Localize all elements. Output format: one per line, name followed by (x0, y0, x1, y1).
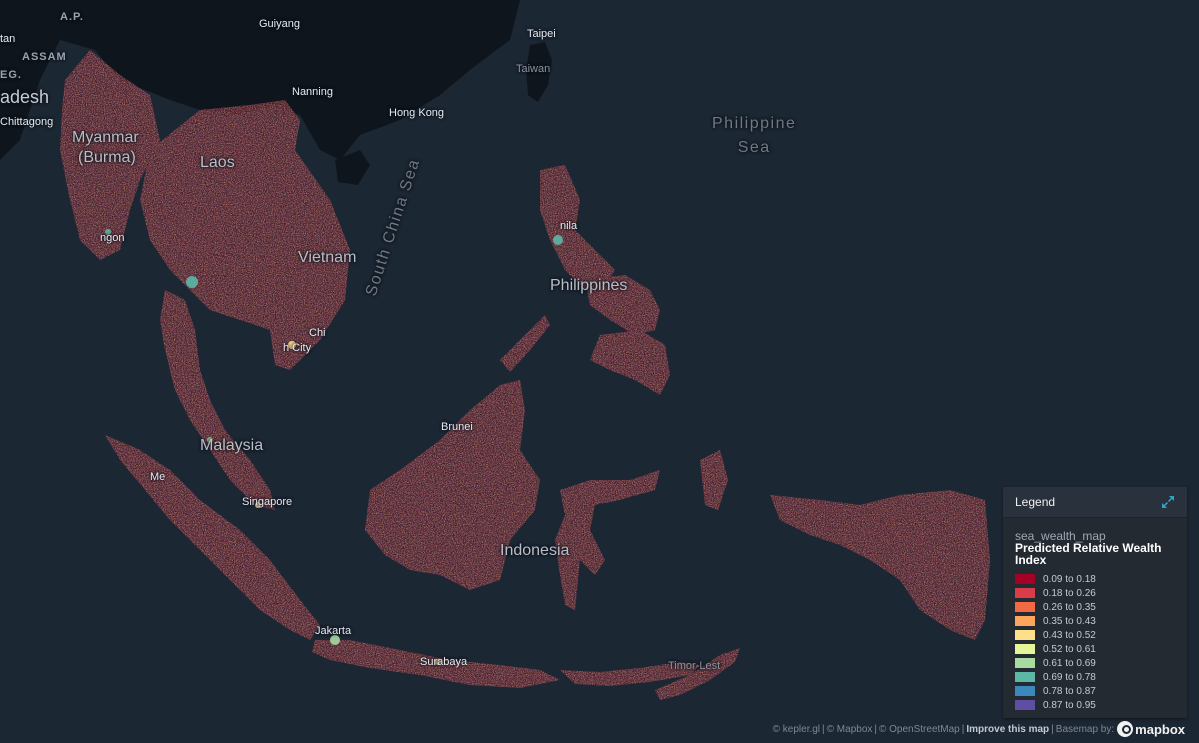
legend-item-label: 0.61 to 0.69 (1043, 657, 1096, 669)
legend-panel: Legend sea_wealth_map Predicted Relative… (1003, 487, 1187, 718)
legend-items: 0.09 to 0.18 0.18 to 0.26 0.26 to 0.35 0.35… (1015, 572, 1175, 712)
legend-swatch (1015, 574, 1035, 584)
legend-swatch (1015, 602, 1035, 612)
label-guiyang: Guiyang (259, 18, 300, 30)
label-philippine-sea: Philippine Sea (712, 115, 797, 156)
legend-item: 0.87 to 0.95 (1015, 698, 1175, 712)
attribution-mapbox[interactable]: © Mapbox (826, 723, 873, 735)
hotspot-kuala-lumpur (207, 437, 213, 443)
mainland-asia (0, 0, 520, 160)
label-brunei: Brunei (441, 421, 473, 433)
legend-layer-name: sea_wealth_map (1015, 529, 1106, 543)
legend-swatch (1015, 588, 1035, 598)
label-myanmar: Myanmar (72, 129, 139, 146)
hotspot-surabaya (435, 659, 441, 665)
label-city: h City (283, 342, 312, 354)
hotspot-bangkok (186, 276, 198, 288)
legend-swatch (1015, 686, 1035, 696)
land-layer (0, 0, 552, 185)
urban-hotspots (105, 229, 563, 665)
label-manila: nila (560, 220, 578, 232)
legend-item-label: 0.26 to 0.35 (1043, 601, 1096, 613)
label-indonesia: Indonesia (500, 542, 570, 559)
attribution-basemap: Basemap by: (1055, 723, 1115, 735)
legend-item: 0.09 to 0.18 (1015, 572, 1175, 586)
legend-body: sea_wealth_map Predicted Relative Wealth… (1003, 518, 1187, 712)
legend-item: 0.52 to 0.61 (1015, 642, 1175, 656)
legend-item-label: 0.52 to 0.61 (1043, 643, 1096, 655)
label-taipei: Taipei (527, 28, 556, 40)
legend-swatch (1015, 616, 1035, 626)
legend-swatch (1015, 658, 1035, 668)
label-nanning: Nanning (292, 86, 333, 98)
hainan-shape (335, 150, 370, 185)
hotspot-ho-chi-minh (288, 341, 296, 349)
label-vietnam: Vietnam (298, 249, 357, 266)
legend-item: 0.78 to 0.87 (1015, 684, 1175, 698)
attribution-sep: | (874, 723, 877, 735)
legend-header: Legend (1003, 487, 1187, 518)
legend-item: 0.26 to 0.35 (1015, 600, 1175, 614)
legend-item-label: 0.35 to 0.43 (1043, 615, 1096, 627)
legend-item: 0.69 to 0.78 (1015, 670, 1175, 684)
legend-item: 0.18 to 0.26 (1015, 586, 1175, 600)
legend-item-label: 0.69 to 0.78 (1043, 671, 1096, 683)
legend-item-label: 0.87 to 0.95 (1043, 699, 1096, 711)
legend-swatch (1015, 672, 1035, 682)
hotspot-yangon (105, 229, 111, 235)
label-adesh: adesh (0, 87, 50, 107)
label-taiwan: Taiwan (516, 63, 551, 75)
legend-item-label: 0.09 to 0.18 (1043, 573, 1096, 585)
hotspot-manila (553, 235, 563, 245)
label-laos: Laos (200, 154, 235, 171)
label-timor-leste: Timor-Lest (668, 660, 721, 672)
label-hong-kong: Hong Kong (389, 107, 445, 119)
label-assam: ASSAM (22, 51, 67, 63)
legend-swatch (1015, 644, 1035, 654)
label-jakarta: Jakarta (315, 625, 352, 637)
attribution-sep: | (961, 723, 965, 735)
legend-swatch (1015, 700, 1035, 710)
legend-item: 0.35 to 0.43 (1015, 614, 1175, 628)
attribution-sep: | (822, 723, 825, 735)
label-ap: A.P. (60, 11, 84, 23)
map-attribution: © kepler.gl | © Mapbox | © OpenStreetMap… (772, 719, 1187, 739)
label-chittagong: Chittagong (0, 116, 54, 128)
label-tan: tan (0, 33, 16, 45)
label-ngon: ngon (100, 232, 125, 244)
mapbox-logo-text: mapbox (1135, 721, 1185, 737)
legend-swatch (1015, 630, 1035, 640)
legend-title: Legend (1015, 495, 1056, 509)
label-chi: Chi (309, 327, 326, 339)
label-medan: Me (150, 471, 166, 483)
legend-item: 0.43 to 0.52 (1015, 628, 1175, 642)
attribution-keplergl[interactable]: © kepler.gl (772, 723, 821, 735)
legend-item-label: 0.78 to 0.87 (1043, 685, 1096, 697)
legend-item: 0.61 to 0.69 (1015, 656, 1175, 670)
improve-this-map-link[interactable]: Improve this map (966, 723, 1050, 735)
legend-item-label: 0.43 to 0.52 (1043, 629, 1096, 641)
mapbox-logo-icon (1117, 721, 1134, 737)
collapse-arrows-icon[interactable] (1161, 495, 1175, 509)
attribution-osm[interactable]: © OpenStreetMap (879, 723, 960, 735)
attribution-sep: | (1051, 723, 1054, 735)
hotspot-jakarta (330, 635, 340, 645)
mapbox-logo[interactable]: mapbox (1116, 721, 1186, 737)
legend-item-label: 0.18 to 0.26 (1043, 587, 1096, 599)
label-eg: EG. (0, 69, 22, 81)
hotspot-singapore (255, 502, 261, 508)
label-burma: (Burma) (78, 149, 136, 166)
label-malaysia: Malaysia (200, 437, 264, 454)
label-singapore: Singapore (242, 496, 293, 508)
label-surabaya: Surabaya (420, 656, 468, 668)
label-philippines: Philippines (550, 277, 628, 294)
taiwan-shape (526, 42, 552, 102)
wealth-regions (60, 50, 990, 700)
legend-field-name: Predicted Relative Wealth Index (1015, 541, 1162, 567)
